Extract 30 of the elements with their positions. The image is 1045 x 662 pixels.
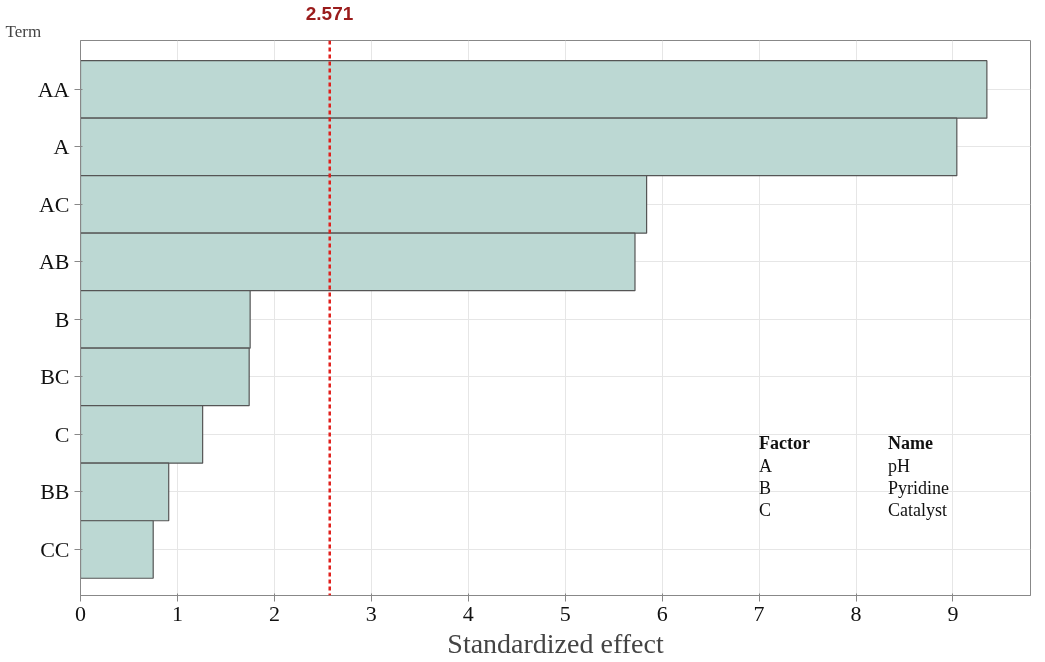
x-tick-label: 7: [753, 600, 765, 626]
y-tick-label: BB: [40, 479, 70, 505]
y-tick-label: AB: [38, 249, 70, 275]
y-tick-label: CC: [40, 536, 70, 562]
annotation: B: [759, 477, 772, 498]
x-tick-label: 6: [656, 600, 668, 626]
x-tick-label: 8: [850, 600, 862, 626]
annotation: Catalyst: [888, 500, 947, 521]
annotation: C: [759, 500, 772, 521]
ref-line-label: 2.571: [305, 2, 354, 24]
y-tick-label: AA: [37, 76, 70, 102]
annotation: Name: [888, 433, 933, 454]
annotation: A: [759, 455, 773, 476]
y-tick-label: BC: [40, 364, 70, 390]
y-tick-label: AC: [38, 191, 70, 217]
y-axis-title: Term: [5, 21, 42, 41]
y-tick-label: B: [54, 306, 70, 332]
x-tick-label: 1: [171, 600, 183, 626]
x-tick-label: 2: [268, 600, 280, 626]
y-tick-label: A: [53, 134, 70, 160]
x-tick-label: 0: [75, 600, 86, 626]
y-tick-label: C: [54, 421, 70, 447]
annotation: Factor: [759, 433, 811, 454]
x-tick-label: 5: [559, 600, 571, 626]
x-axis-title: Standardized effect: [447, 627, 664, 659]
x-tick-label: 4: [462, 600, 474, 626]
annotation: Pyridine: [888, 477, 950, 498]
annotation: pH: [888, 455, 910, 476]
x-tick-label: 3: [365, 600, 377, 626]
x-tick-label: 9: [947, 600, 959, 626]
